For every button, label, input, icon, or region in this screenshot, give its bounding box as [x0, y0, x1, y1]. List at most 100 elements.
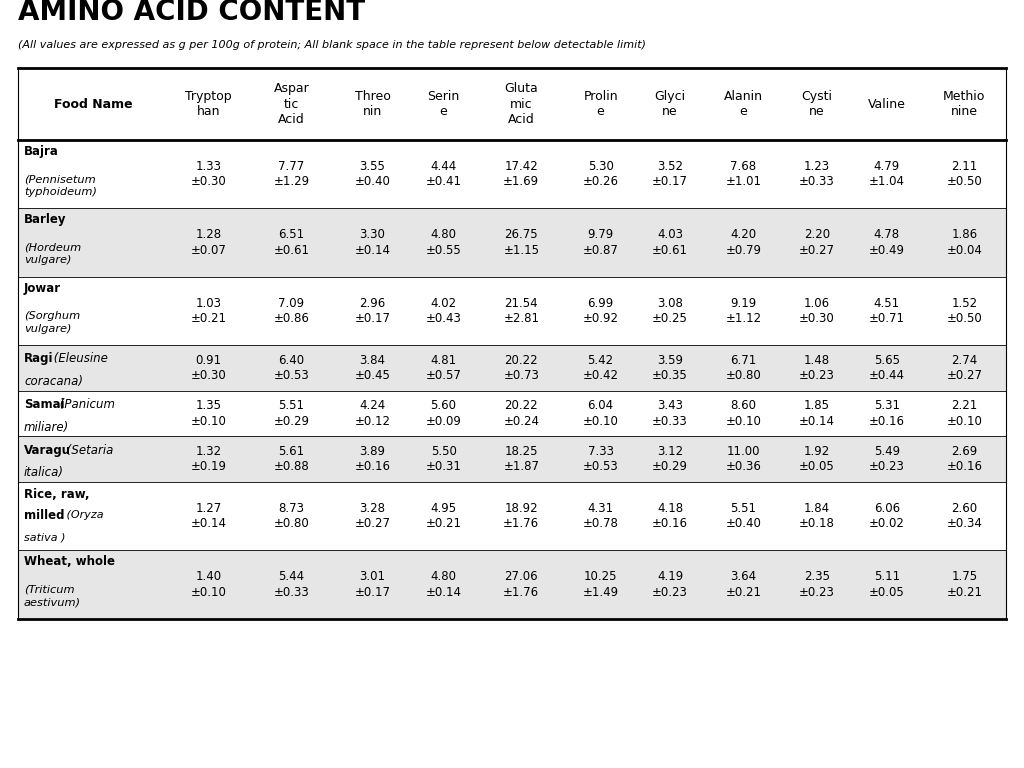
Text: 6.71
±0.80: 6.71 ±0.80 — [726, 354, 761, 382]
Text: Glyci
ne: Glyci ne — [654, 90, 686, 118]
Bar — [18, 391, 1006, 436]
Text: Valine: Valine — [867, 98, 905, 111]
Text: 18.92
±1.76: 18.92 ±1.76 — [503, 502, 540, 531]
Text: 0.91
±0.30: 0.91 ±0.30 — [190, 354, 226, 382]
Text: Alanin
e: Alanin e — [724, 90, 763, 118]
Text: 6.04
±0.10: 6.04 ±0.10 — [583, 399, 618, 428]
Text: 6.40
±0.53: 6.40 ±0.53 — [273, 354, 309, 382]
Text: (Panicum: (Panicum — [56, 398, 116, 411]
Text: 9.19
±1.12: 9.19 ±1.12 — [725, 296, 762, 326]
Text: 17.42
±1.69: 17.42 ±1.69 — [503, 160, 540, 188]
Text: 2.69
±0.16: 2.69 ±0.16 — [946, 445, 982, 473]
Bar — [18, 551, 1006, 619]
Bar — [18, 345, 1006, 391]
Text: 4.80
±0.14: 4.80 ±0.14 — [426, 571, 462, 599]
Text: 3.84
±0.45: 3.84 ±0.45 — [354, 354, 390, 382]
Text: 2.60
±0.34: 2.60 ±0.34 — [946, 502, 982, 531]
Text: 3.64
±0.21: 3.64 ±0.21 — [725, 571, 762, 599]
Text: (Oryza: (Oryza — [62, 510, 103, 520]
Text: 6.06
±0.02: 6.06 ±0.02 — [868, 502, 904, 531]
Text: 11.00
±0.36: 11.00 ±0.36 — [725, 445, 762, 473]
Text: Samai: Samai — [24, 398, 65, 411]
Text: Barley: Barley — [24, 214, 67, 227]
Text: 1.48
±0.23: 1.48 ±0.23 — [799, 354, 835, 382]
Text: 6.99
±0.92: 6.99 ±0.92 — [583, 296, 618, 326]
Text: 3.28
±0.27: 3.28 ±0.27 — [354, 502, 390, 531]
Text: 4.19
±0.23: 4.19 ±0.23 — [652, 571, 688, 599]
Text: 3.55
±0.40: 3.55 ±0.40 — [354, 160, 390, 188]
Text: 7.09
±0.86: 7.09 ±0.86 — [273, 296, 309, 326]
Text: 5.49
±0.23: 5.49 ±0.23 — [868, 445, 904, 473]
Text: 2.11
±0.50: 2.11 ±0.50 — [946, 160, 982, 188]
Text: 3.08
±0.25: 3.08 ±0.25 — [652, 296, 688, 326]
Text: Cysti
ne: Cysti ne — [801, 90, 833, 118]
Text: 20.22
±0.24: 20.22 ±0.24 — [504, 399, 540, 428]
Text: 1.35
±0.10: 1.35 ±0.10 — [190, 399, 226, 428]
Text: 10.25
±1.49: 10.25 ±1.49 — [583, 571, 618, 599]
Text: 1.85
±0.14: 1.85 ±0.14 — [799, 399, 835, 428]
Text: 3.43
±0.33: 3.43 ±0.33 — [652, 399, 688, 428]
Text: 2.74
±0.27: 2.74 ±0.27 — [946, 354, 982, 382]
Text: 3.30
±0.14: 3.30 ±0.14 — [354, 228, 390, 257]
Text: miliare): miliare) — [24, 421, 70, 434]
Text: 7.33
±0.53: 7.33 ±0.53 — [583, 445, 618, 473]
Text: 4.03
±0.61: 4.03 ±0.61 — [652, 228, 688, 257]
Text: 7.68
±1.01: 7.68 ±1.01 — [725, 160, 762, 188]
Bar — [18, 140, 1006, 208]
Text: 1.06
±0.30: 1.06 ±0.30 — [799, 296, 835, 326]
Text: 1.32
±0.19: 1.32 ±0.19 — [190, 445, 226, 473]
Text: Wheat, whole: Wheat, whole — [24, 555, 115, 568]
Text: 5.31
±0.16: 5.31 ±0.16 — [868, 399, 905, 428]
Text: 4.24
±0.12: 4.24 ±0.12 — [354, 399, 390, 428]
Text: 2.96
±0.17: 2.96 ±0.17 — [354, 296, 390, 326]
Text: 18.25
±1.87: 18.25 ±1.87 — [504, 445, 540, 473]
Text: Jowar: Jowar — [24, 282, 61, 295]
Text: 3.59
±0.35: 3.59 ±0.35 — [652, 354, 688, 382]
Text: (Sorghum
vulgare): (Sorghum vulgare) — [24, 311, 80, 333]
Text: Prolin
e: Prolin e — [584, 90, 617, 118]
Text: 9.79
±0.87: 9.79 ±0.87 — [583, 228, 618, 257]
Bar — [18, 436, 1006, 482]
Text: 3.89
±0.16: 3.89 ±0.16 — [354, 445, 390, 473]
Bar — [18, 208, 1006, 276]
Text: 3.52
±0.17: 3.52 ±0.17 — [652, 160, 688, 188]
Text: 5.42
±0.42: 5.42 ±0.42 — [583, 354, 618, 382]
Text: 5.44
±0.33: 5.44 ±0.33 — [273, 571, 309, 599]
Text: (Hordeum
vulgare): (Hordeum vulgare) — [24, 243, 81, 265]
Text: 5.50
±0.31: 5.50 ±0.31 — [426, 445, 462, 473]
Text: 5.11
±0.05: 5.11 ±0.05 — [869, 571, 904, 599]
Text: 1.52
±0.50: 1.52 ±0.50 — [946, 296, 982, 326]
Text: 7.77
±1.29: 7.77 ±1.29 — [273, 160, 309, 188]
Text: 1.92
±0.05: 1.92 ±0.05 — [799, 445, 835, 473]
Text: (All values are expressed as g per 100g of protein; All blank space in the table: (All values are expressed as g per 100g … — [18, 40, 646, 50]
Text: 4.44
±0.41: 4.44 ±0.41 — [426, 160, 462, 188]
Text: 5.51
±0.29: 5.51 ±0.29 — [273, 399, 309, 428]
Text: 21.54
±2.81: 21.54 ±2.81 — [504, 296, 540, 326]
Text: milled: milled — [24, 508, 65, 521]
Text: Ragi: Ragi — [24, 353, 53, 366]
Text: 1.75
±0.21: 1.75 ±0.21 — [946, 571, 982, 599]
Text: 4.95
±0.21: 4.95 ±0.21 — [426, 502, 462, 531]
Text: 2.21
±0.10: 2.21 ±0.10 — [946, 399, 982, 428]
Text: 4.79
±1.04: 4.79 ±1.04 — [868, 160, 905, 188]
Bar — [18, 276, 1006, 345]
Text: Gluta
mic
Acid: Gluta mic Acid — [505, 82, 539, 126]
Text: Bajra: Bajra — [24, 145, 58, 158]
Text: 5.65
±0.44: 5.65 ±0.44 — [868, 354, 905, 382]
Text: 26.75
±1.15: 26.75 ±1.15 — [504, 228, 540, 257]
Text: Aspar
tic
Acid: Aspar tic Acid — [273, 82, 309, 126]
Text: 1.40
±0.10: 1.40 ±0.10 — [190, 571, 226, 599]
Text: coracana): coracana) — [24, 376, 83, 388]
Text: 8.60
±0.10: 8.60 ±0.10 — [725, 399, 762, 428]
Text: (Triticum
aestivum): (Triticum aestivum) — [24, 584, 81, 607]
Text: Food Name: Food Name — [54, 98, 133, 111]
Text: 1.27
±0.14: 1.27 ±0.14 — [190, 502, 226, 531]
Text: 4.18
±0.16: 4.18 ±0.16 — [652, 502, 688, 531]
Text: 5.51
±0.40: 5.51 ±0.40 — [725, 502, 762, 531]
Text: Tryptop
han: Tryptop han — [185, 90, 231, 118]
Text: sativa ): sativa ) — [24, 533, 66, 543]
Text: 1.28
±0.07: 1.28 ±0.07 — [190, 228, 226, 257]
Text: 2.35
±0.23: 2.35 ±0.23 — [799, 571, 835, 599]
Text: Methio
nine: Methio nine — [943, 90, 986, 118]
Text: 1.33
±0.30: 1.33 ±0.30 — [190, 160, 226, 188]
